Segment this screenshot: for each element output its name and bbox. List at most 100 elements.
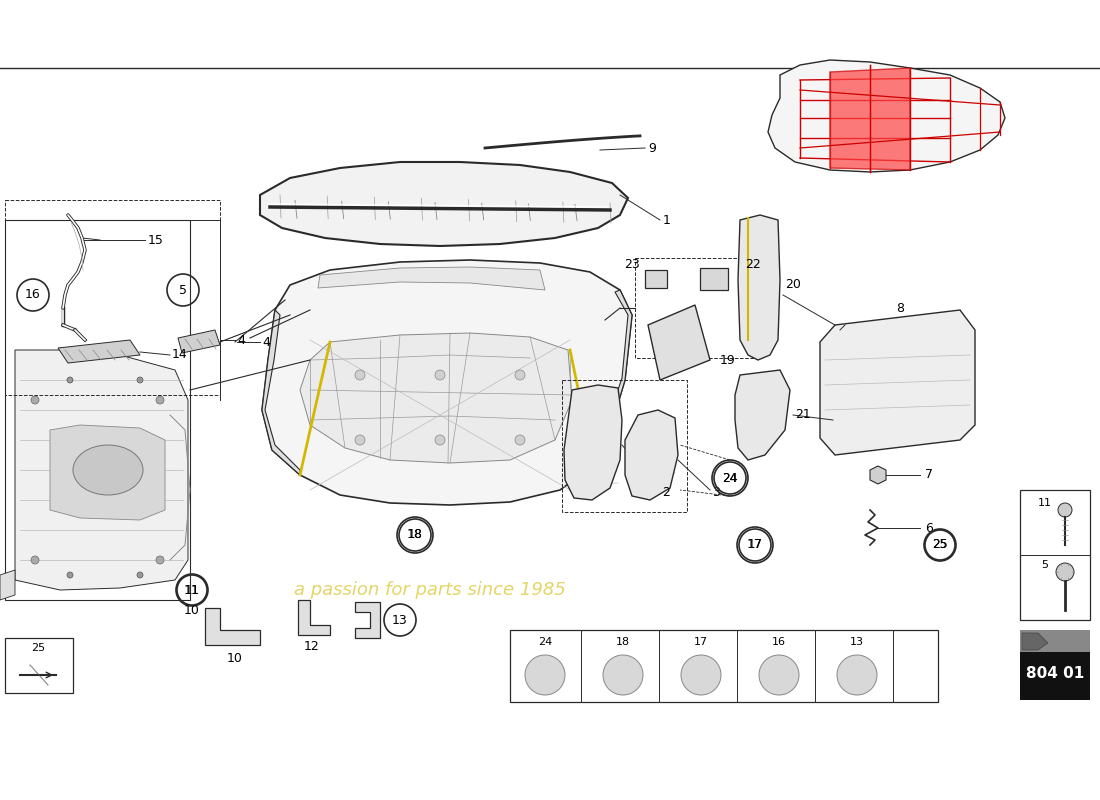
Bar (510, 630, 938, 702)
Text: 21: 21 (795, 409, 811, 422)
Bar (635, 258, 755, 358)
Polygon shape (735, 370, 790, 460)
Circle shape (156, 556, 164, 564)
Polygon shape (260, 162, 628, 246)
Text: 18: 18 (616, 637, 630, 647)
Text: 12: 12 (304, 641, 320, 654)
Text: 1: 1 (663, 214, 671, 226)
Circle shape (355, 435, 365, 445)
Polygon shape (564, 385, 622, 500)
Text: 22: 22 (745, 258, 761, 271)
Text: 24: 24 (538, 637, 552, 647)
Polygon shape (738, 215, 780, 360)
Polygon shape (15, 350, 188, 590)
Circle shape (434, 435, 446, 445)
Bar (1020, 652, 1090, 700)
Circle shape (138, 377, 143, 383)
Text: 18: 18 (407, 529, 422, 542)
Text: 5: 5 (1042, 560, 1048, 570)
Circle shape (1058, 503, 1072, 517)
Text: 17: 17 (747, 538, 763, 551)
Text: a passion for parts since 1985: a passion for parts since 1985 (294, 581, 565, 599)
Text: 8: 8 (896, 302, 904, 314)
Text: 25: 25 (932, 538, 948, 551)
Text: 11: 11 (1038, 498, 1052, 508)
Polygon shape (625, 410, 678, 500)
Text: 17: 17 (748, 538, 762, 551)
Circle shape (603, 655, 644, 695)
Circle shape (515, 435, 525, 445)
Text: 2: 2 (662, 486, 670, 498)
Polygon shape (820, 310, 975, 455)
Circle shape (681, 655, 720, 695)
Circle shape (31, 556, 38, 564)
Polygon shape (318, 267, 544, 290)
Text: 4: 4 (236, 334, 245, 346)
Bar (6, 220, 190, 600)
Polygon shape (298, 600, 330, 635)
Text: 23: 23 (625, 258, 640, 271)
Circle shape (515, 370, 525, 380)
Polygon shape (262, 260, 632, 505)
Ellipse shape (73, 445, 143, 495)
Bar (6, 200, 220, 395)
Circle shape (156, 396, 164, 404)
Text: 6: 6 (925, 522, 933, 534)
Polygon shape (0, 570, 15, 600)
Bar (6, 638, 73, 693)
Polygon shape (1022, 633, 1048, 650)
Polygon shape (205, 608, 260, 645)
Text: 24: 24 (722, 471, 738, 485)
Polygon shape (262, 310, 300, 475)
Text: europä: europä (287, 395, 573, 465)
Text: 17: 17 (694, 637, 708, 647)
Polygon shape (50, 425, 165, 520)
Polygon shape (585, 290, 632, 468)
Text: 3: 3 (712, 486, 719, 498)
Text: 11: 11 (184, 583, 200, 597)
Circle shape (355, 370, 365, 380)
Text: 5: 5 (179, 283, 187, 297)
Circle shape (138, 572, 143, 578)
Polygon shape (178, 330, 220, 353)
Polygon shape (768, 60, 1005, 172)
Text: 10: 10 (184, 603, 200, 617)
Polygon shape (830, 68, 910, 170)
Bar (645, 270, 667, 288)
Polygon shape (300, 333, 572, 463)
Text: 16: 16 (25, 289, 41, 302)
Text: 4: 4 (262, 335, 270, 349)
Circle shape (759, 655, 799, 695)
Text: 20: 20 (785, 278, 801, 291)
Polygon shape (355, 602, 380, 638)
Text: 804 01: 804 01 (1026, 666, 1085, 681)
Text: 9: 9 (648, 142, 656, 154)
Polygon shape (870, 466, 886, 484)
Text: 7: 7 (925, 469, 933, 482)
Bar (700, 268, 728, 290)
Polygon shape (58, 340, 140, 363)
Bar (1020, 630, 1090, 652)
Text: 24: 24 (723, 471, 737, 485)
Text: 19: 19 (720, 354, 736, 366)
Circle shape (837, 655, 877, 695)
Polygon shape (648, 305, 710, 380)
Text: 13: 13 (392, 614, 408, 626)
Bar (562, 380, 688, 512)
Circle shape (67, 377, 73, 383)
Text: 11: 11 (185, 583, 199, 597)
Text: 13: 13 (850, 637, 864, 647)
Text: 14: 14 (172, 349, 188, 362)
Text: 25: 25 (933, 538, 947, 551)
Circle shape (67, 572, 73, 578)
Circle shape (525, 655, 565, 695)
Text: 10: 10 (227, 651, 243, 665)
Text: 15: 15 (148, 234, 164, 246)
Bar (1020, 490, 1090, 620)
Circle shape (434, 370, 446, 380)
Text: 25: 25 (31, 643, 45, 653)
Text: 18: 18 (408, 529, 422, 542)
Circle shape (1056, 563, 1074, 581)
Circle shape (31, 396, 38, 404)
Text: 16: 16 (772, 637, 786, 647)
